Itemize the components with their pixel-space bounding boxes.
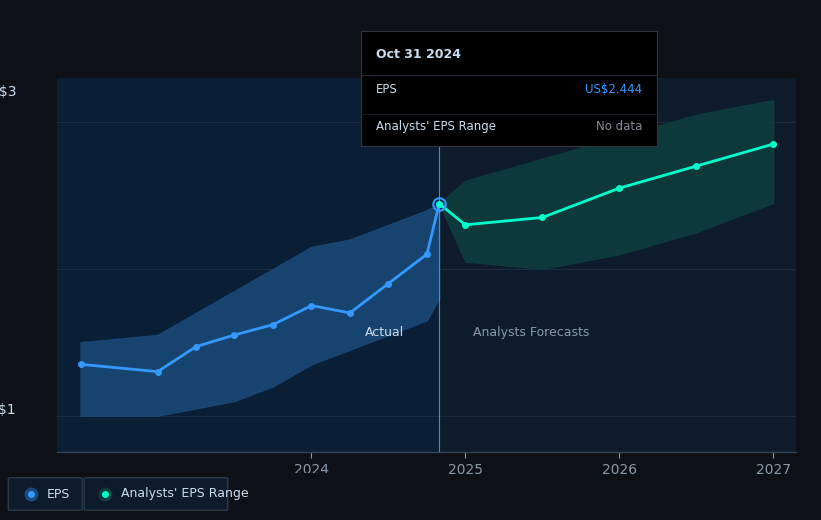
Text: Analysts Forecasts: Analysts Forecasts	[473, 327, 589, 340]
Bar	[57, 78, 439, 452]
FancyBboxPatch shape	[8, 478, 82, 510]
Text: EPS: EPS	[376, 83, 397, 96]
Text: US$2.444: US$2.444	[585, 83, 642, 96]
Text: Analysts' EPS Range: Analysts' EPS Range	[376, 121, 496, 134]
Text: EPS: EPS	[48, 488, 71, 500]
Text: Actual: Actual	[365, 327, 404, 340]
Bar	[439, 78, 796, 452]
FancyBboxPatch shape	[85, 478, 228, 510]
Text: Oct 31 2024: Oct 31 2024	[376, 48, 461, 61]
Text: US$1: US$1	[0, 403, 17, 417]
Text: Analysts' EPS Range: Analysts' EPS Range	[122, 488, 249, 500]
Text: No data: No data	[596, 121, 642, 134]
Text: US$3: US$3	[0, 85, 17, 99]
